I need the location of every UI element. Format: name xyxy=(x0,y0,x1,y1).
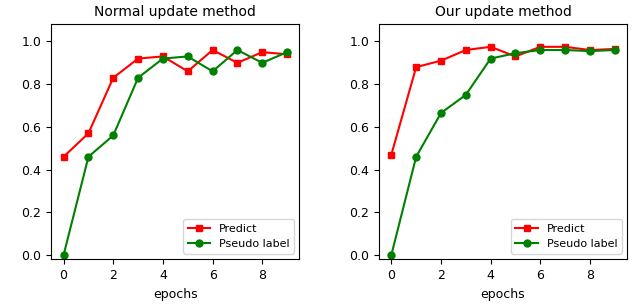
Pseudo label: (4, 0.92): (4, 0.92) xyxy=(159,57,167,60)
Title: Our update method: Our update method xyxy=(435,5,572,19)
Predict xyxy=(209,48,216,52)
Pseudo label: (4, 0.92): (4, 0.92) xyxy=(487,57,495,60)
Predict xyxy=(134,57,142,60)
Legend: Predict, Pseudo label: Predict, Pseudo label xyxy=(183,219,294,254)
Pseudo label: (9, 0.95): (9, 0.95) xyxy=(284,50,291,54)
Predict xyxy=(184,70,191,73)
Predict xyxy=(84,131,92,135)
Line: Pseudo label: Pseudo label xyxy=(388,47,618,258)
Line: Predict: Predict xyxy=(388,43,618,158)
Pseudo label: (0, 0): (0, 0) xyxy=(387,253,395,257)
X-axis label: epochs: epochs xyxy=(481,288,525,300)
Predict xyxy=(60,155,67,159)
Predict xyxy=(109,76,117,80)
Pseudo label: (2, 0.56): (2, 0.56) xyxy=(109,134,117,137)
Pseudo label: (5, 0.945): (5, 0.945) xyxy=(511,51,519,55)
Legend: Predict, Pseudo label: Predict, Pseudo label xyxy=(511,219,621,254)
Pseudo label: (7, 0.96): (7, 0.96) xyxy=(234,48,241,52)
Pseudo label: (0, 0): (0, 0) xyxy=(60,253,67,257)
Predict xyxy=(437,59,445,63)
Predict xyxy=(561,45,569,48)
Predict xyxy=(259,50,266,54)
Pseudo label: (9, 0.96): (9, 0.96) xyxy=(611,48,619,52)
Pseudo label: (3, 0.75): (3, 0.75) xyxy=(462,93,470,97)
Predict xyxy=(586,48,594,52)
Title: Normal update method: Normal update method xyxy=(95,5,256,19)
Pseudo label: (2, 0.665): (2, 0.665) xyxy=(437,111,445,115)
X-axis label: epochs: epochs xyxy=(153,288,198,300)
Predict xyxy=(412,65,420,69)
Predict xyxy=(462,48,470,52)
Pseudo label: (1, 0.46): (1, 0.46) xyxy=(412,155,420,159)
Pseudo label: (1, 0.46): (1, 0.46) xyxy=(84,155,92,159)
Line: Predict: Predict xyxy=(60,47,291,160)
Predict xyxy=(511,55,519,58)
Predict xyxy=(159,55,167,58)
Predict xyxy=(284,52,291,56)
Pseudo label: (6, 0.96): (6, 0.96) xyxy=(536,48,544,52)
Pseudo label: (5, 0.93): (5, 0.93) xyxy=(184,55,191,58)
Predict xyxy=(234,61,241,65)
Predict xyxy=(487,45,495,48)
Predict xyxy=(536,45,544,48)
Pseudo label: (8, 0.9): (8, 0.9) xyxy=(259,61,266,65)
Pseudo label: (7, 0.96): (7, 0.96) xyxy=(561,48,569,52)
Predict xyxy=(611,47,619,51)
Pseudo label: (3, 0.83): (3, 0.83) xyxy=(134,76,142,80)
Predict xyxy=(387,153,395,156)
Pseudo label: (6, 0.86): (6, 0.86) xyxy=(209,70,216,73)
Pseudo label: (8, 0.955): (8, 0.955) xyxy=(586,49,594,53)
Line: Pseudo label: Pseudo label xyxy=(60,47,291,258)
